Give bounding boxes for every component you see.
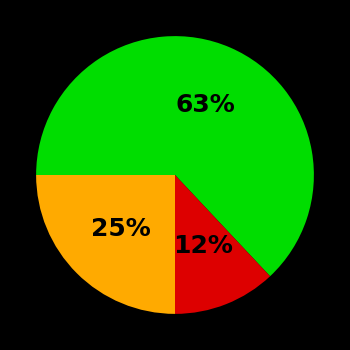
Wedge shape bbox=[36, 175, 175, 314]
Wedge shape bbox=[36, 36, 314, 276]
Text: 12%: 12% bbox=[173, 234, 233, 258]
Text: 25%: 25% bbox=[91, 217, 151, 241]
Text: 63%: 63% bbox=[175, 93, 235, 117]
Wedge shape bbox=[175, 175, 270, 314]
